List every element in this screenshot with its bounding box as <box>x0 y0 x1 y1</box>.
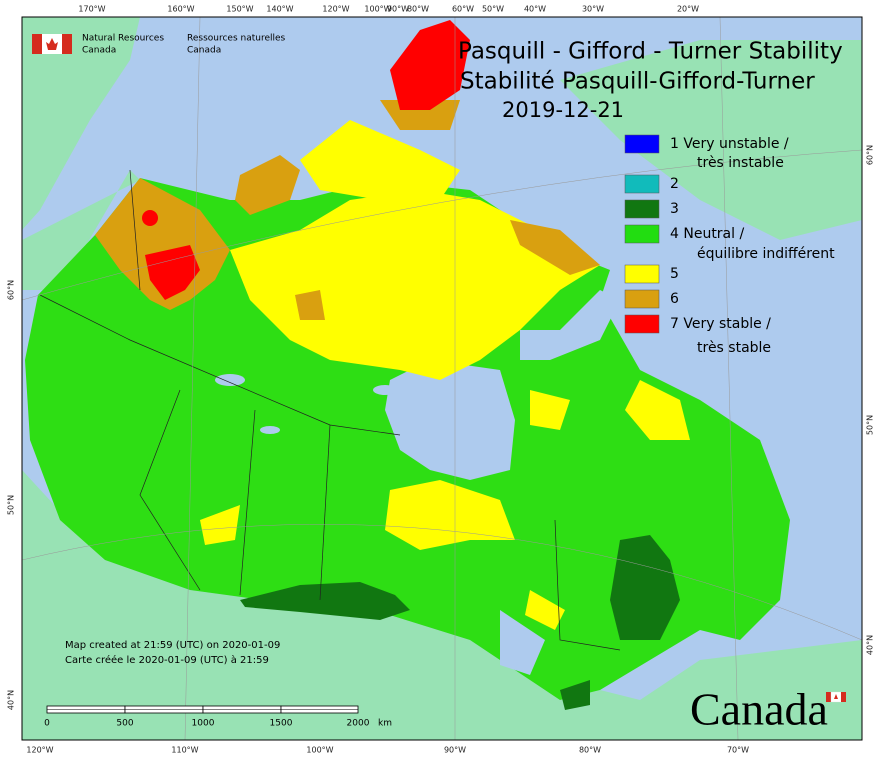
graticule-label: 80°W <box>579 746 601 755</box>
graticule-label: 60°W <box>452 5 474 14</box>
graticule-label: 120°W <box>322 5 349 14</box>
legend-swatch <box>624 314 660 334</box>
graticule-label: 40°N <box>7 690 16 710</box>
scale-bar: 0 500 1000 1500 2000 km <box>44 705 392 729</box>
graticule-label: 80°W <box>407 5 429 14</box>
credit: Carte créée le 2020-01-09 (UTC) à 21:59 <box>65 654 269 666</box>
legend-label: 7 Very stable / <box>670 316 771 332</box>
graticule-label: 110°W <box>171 746 198 755</box>
graticule-label: 90°W <box>387 5 409 14</box>
scale-label: 1500 <box>270 719 293 729</box>
legend: 1 Very unstable / très instable 2 3 4 Neutra… <box>624 134 835 356</box>
legend-label: 4 Neutral / <box>670 226 744 242</box>
legend-label: 2 <box>670 176 679 192</box>
legend-label: 5 <box>670 266 679 282</box>
graticule-label: 40°W <box>524 5 546 14</box>
scale-label: 0 <box>44 719 50 729</box>
graticule-label: 30°W <box>582 5 604 14</box>
scale-label: 2000 <box>347 719 370 729</box>
legend-label: 3 <box>670 201 679 217</box>
map-area <box>22 17 862 740</box>
graticule-label: 90°W <box>444 746 466 755</box>
graticule-label: 170°W <box>78 5 105 14</box>
date: 2019-12-21 <box>502 98 624 122</box>
graticule-label: 60°N <box>866 145 875 165</box>
agency-en: Canada <box>82 46 116 56</box>
graticule-label: 150°W <box>226 5 253 14</box>
credit: Map created at 21:59 (UTC) on 2020-01-09 <box>65 640 280 651</box>
agency-en: Natural Resources <box>82 34 164 44</box>
graticule-label: 140°W <box>266 5 293 14</box>
legend-label: équilibre indifférent <box>697 246 835 262</box>
graticule-label: 20°W <box>677 5 699 14</box>
scale-label: 500 <box>116 719 133 729</box>
agency-fr: Ressources naturelles <box>187 34 286 44</box>
legend-swatch <box>624 134 660 154</box>
legend-label: 1 Very unstable / <box>670 136 789 152</box>
graticule-label: 50°W <box>482 5 504 14</box>
title-fr: Stabilité Pasquill-Gifford-Turner <box>460 69 815 95</box>
legend-swatch <box>624 199 660 219</box>
graticule-label: 100°W <box>306 746 333 755</box>
scale-unit: km <box>378 719 392 729</box>
graticule-label: 70°W <box>727 746 749 755</box>
legend-swatch <box>624 264 660 284</box>
graticule-label: 50°N <box>866 415 875 435</box>
graticule-label: 40°N <box>866 635 875 655</box>
legend-swatch <box>624 174 660 194</box>
agency-block: Natural Resources Canada Ressources natu… <box>32 34 286 56</box>
legend-label: très stable <box>697 340 771 356</box>
legend-swatch <box>624 224 660 244</box>
graticule-label: 160°W <box>167 5 194 14</box>
scale-label: 1000 <box>192 719 215 729</box>
wordmark-flag <box>826 691 846 703</box>
legend-label: 6 <box>670 291 679 307</box>
wordmark: Canada <box>690 684 828 735</box>
title: Pasquill - Gifford - Turner Stability <box>458 39 843 65</box>
agency-fr: Canada <box>187 46 221 56</box>
graticule-label: 60°N <box>7 280 16 300</box>
graticule-label: 50°N <box>7 495 16 515</box>
graticule-label: 100°W <box>364 5 391 14</box>
legend-label: très instable <box>697 155 784 171</box>
legend-swatch <box>624 289 660 309</box>
graticule-label: 120°W <box>26 746 53 755</box>
